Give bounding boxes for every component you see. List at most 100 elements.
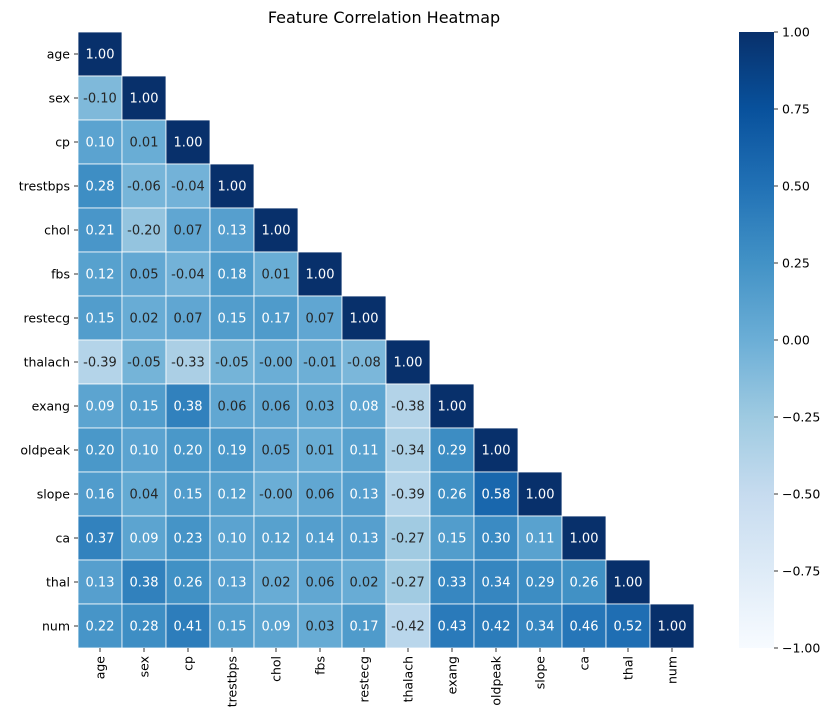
cell-value-exang-exang: 1.00 xyxy=(438,400,467,415)
cell-value-fbs-sex: 0.05 xyxy=(130,268,159,283)
heatmap-cell-thal-trestbps xyxy=(209,559,255,605)
heatmap-cell-ca-fbs xyxy=(297,515,343,561)
heatmap-cell-exang-exang xyxy=(429,383,475,429)
cell-value-chol-age: 0.21 xyxy=(86,224,115,239)
cell-value-sex-age: -0.10 xyxy=(83,92,117,107)
heatmap-cell-oldpeak-trestbps xyxy=(209,427,255,473)
cell-value-ca-oldpeak: 0.30 xyxy=(482,532,511,547)
x-tick-label-exang: exang xyxy=(445,656,460,694)
chart-title: Feature Correlation Heatmap xyxy=(268,8,500,27)
cell-value-fbs-chol: 0.01 xyxy=(262,268,291,283)
x-tick-label-trestbps: trestbps xyxy=(225,656,240,707)
heatmap-cell-restecg-trestbps xyxy=(209,295,255,341)
cell-value-oldpeak-oldpeak: 1.00 xyxy=(482,444,511,459)
heatmap-cell-restecg-age xyxy=(77,295,123,341)
y-tick-label-thalach: thalach xyxy=(24,355,70,370)
colorbar-tick-label: 1.00 xyxy=(782,25,810,40)
cell-value-ca-age: 0.37 xyxy=(86,532,115,547)
cell-value-num-ca: 0.46 xyxy=(570,620,599,635)
cell-value-thal-thal: 1.00 xyxy=(614,576,643,591)
x-tick-label-fbs: fbs xyxy=(313,656,328,675)
colorbar-tick-label: −0.25 xyxy=(782,410,820,425)
cell-value-slope-thalach: -0.39 xyxy=(391,488,425,503)
heatmap-cell-oldpeak-oldpeak xyxy=(473,427,519,473)
cell-value-restecg-trestbps: 0.15 xyxy=(218,312,247,327)
cell-value-ca-ca: 1.00 xyxy=(570,532,599,547)
cell-value-slope-exang: 0.26 xyxy=(438,488,467,503)
cell-value-ca-fbs: 0.14 xyxy=(306,532,335,547)
cell-value-ca-cp: 0.23 xyxy=(174,532,203,547)
heatmap-cell-oldpeak-fbs xyxy=(297,427,343,473)
heatmap-cell-exang-fbs xyxy=(297,383,343,429)
x-tick-label-slope: slope xyxy=(533,656,548,690)
heatmap-cell-cp-cp xyxy=(165,119,211,165)
cell-value-restecg-age: 0.15 xyxy=(86,312,115,327)
cell-value-slope-chol: -0.00 xyxy=(259,488,293,503)
y-tick-label-oldpeak: oldpeak xyxy=(20,443,70,458)
cell-value-restecg-fbs: 0.07 xyxy=(306,312,335,327)
cell-value-num-num: 1.00 xyxy=(658,620,687,635)
heatmap-cell-trestbps-trestbps xyxy=(209,163,255,209)
cell-value-ca-chol: 0.12 xyxy=(262,532,291,547)
heatmap-cell-restecg-fbs xyxy=(297,295,343,341)
heatmap-cell-num-num xyxy=(649,603,695,649)
cell-value-num-cp: 0.41 xyxy=(174,620,203,635)
cell-value-thalach-restecg: -0.08 xyxy=(347,356,381,371)
cell-value-thal-exang: 0.33 xyxy=(438,576,467,591)
y-tick-label-slope: slope xyxy=(37,487,71,502)
x-tick-label-restecg: restecg xyxy=(357,656,372,702)
heatmap-cell-ca-cp xyxy=(165,515,211,561)
cell-value-num-age: 0.22 xyxy=(86,620,115,635)
cell-value-trestbps-sex: -0.06 xyxy=(127,180,161,195)
cell-value-sex-sex: 1.00 xyxy=(130,92,159,107)
cell-value-thalach-chol: -0.00 xyxy=(259,356,293,371)
cell-value-oldpeak-cp: 0.20 xyxy=(174,444,203,459)
cell-value-thal-thalach: -0.27 xyxy=(391,576,425,591)
cell-value-num-thalach: -0.42 xyxy=(391,620,425,635)
colorbar xyxy=(739,32,774,648)
y-tick-label-restecg: restecg xyxy=(24,311,70,326)
cell-value-thalach-cp: -0.33 xyxy=(171,356,205,371)
cell-value-age-age: 1.00 xyxy=(86,48,115,63)
cell-value-trestbps-age: 0.28 xyxy=(86,180,115,195)
cell-value-chol-chol: 1.00 xyxy=(262,224,291,239)
heatmap-cell-slope-exang xyxy=(429,471,475,517)
y-tick-label-ca: ca xyxy=(55,531,70,546)
cell-value-oldpeak-restecg: 0.11 xyxy=(350,444,379,459)
y-tick-label-exang: exang xyxy=(32,399,70,414)
cell-value-num-sex: 0.28 xyxy=(130,620,159,635)
y-tick-labels: age sex cp trestbps chol fbs restecg thalach exa… xyxy=(19,47,78,634)
cell-value-num-chol: 0.09 xyxy=(262,620,291,635)
y-tick-label-thal: thal xyxy=(46,575,70,590)
x-tick-label-thal: thal xyxy=(621,656,636,680)
cell-value-cp-cp: 1.00 xyxy=(174,136,203,151)
x-tick-label-oldpeak: oldpeak xyxy=(489,655,504,705)
cell-value-chol-sex: -0.20 xyxy=(127,224,161,239)
cell-value-num-restecg: 0.17 xyxy=(350,620,379,635)
heatmap-cell-ca-ca xyxy=(561,515,607,561)
cell-value-slope-restecg: 0.13 xyxy=(350,488,379,503)
heatmap-cell-exang-age xyxy=(77,383,123,429)
heatmap-cells: 1.00 -0.10 1.00 0.10 0.01 1.00 0.28 -0.06 -0.04 1… xyxy=(77,31,695,649)
x-tick-label-sex: sex xyxy=(137,656,152,677)
heatmap-cell-fbs-cp xyxy=(165,251,211,297)
heatmap-cell-fbs-sex xyxy=(121,251,167,297)
x-tick-label-age: age xyxy=(93,656,108,680)
heatmap-cell-slope-slope xyxy=(517,471,563,517)
colorbar-ticks: 1.00 0.75 0.50 0.25 0.00 −0.25 −0.50 −0.75 −1.00 xyxy=(774,25,820,656)
cell-value-restecg-chol: 0.17 xyxy=(262,312,291,327)
heatmap-cell-ca-sex xyxy=(121,515,167,561)
cell-value-oldpeak-sex: 0.10 xyxy=(130,444,159,459)
heatmap-cell-restecg-restecg xyxy=(341,295,387,341)
heatmap-cell-ca-oldpeak xyxy=(473,515,519,561)
cell-value-oldpeak-thalach: -0.34 xyxy=(391,444,425,459)
heatmap-cell-thal-age xyxy=(77,559,123,605)
cell-value-exang-restecg: 0.08 xyxy=(350,400,379,415)
cell-value-ca-trestbps: 0.10 xyxy=(218,532,247,547)
cell-value-chol-cp: 0.07 xyxy=(174,224,203,239)
heatmap-cell-thalach-cp xyxy=(165,339,211,385)
heatmap-cell-ca-thalach xyxy=(385,515,431,561)
x-tick-label-chol: chol xyxy=(269,656,284,682)
cell-value-exang-thalach: -0.38 xyxy=(391,400,425,415)
cell-value-fbs-age: 0.12 xyxy=(86,268,115,283)
